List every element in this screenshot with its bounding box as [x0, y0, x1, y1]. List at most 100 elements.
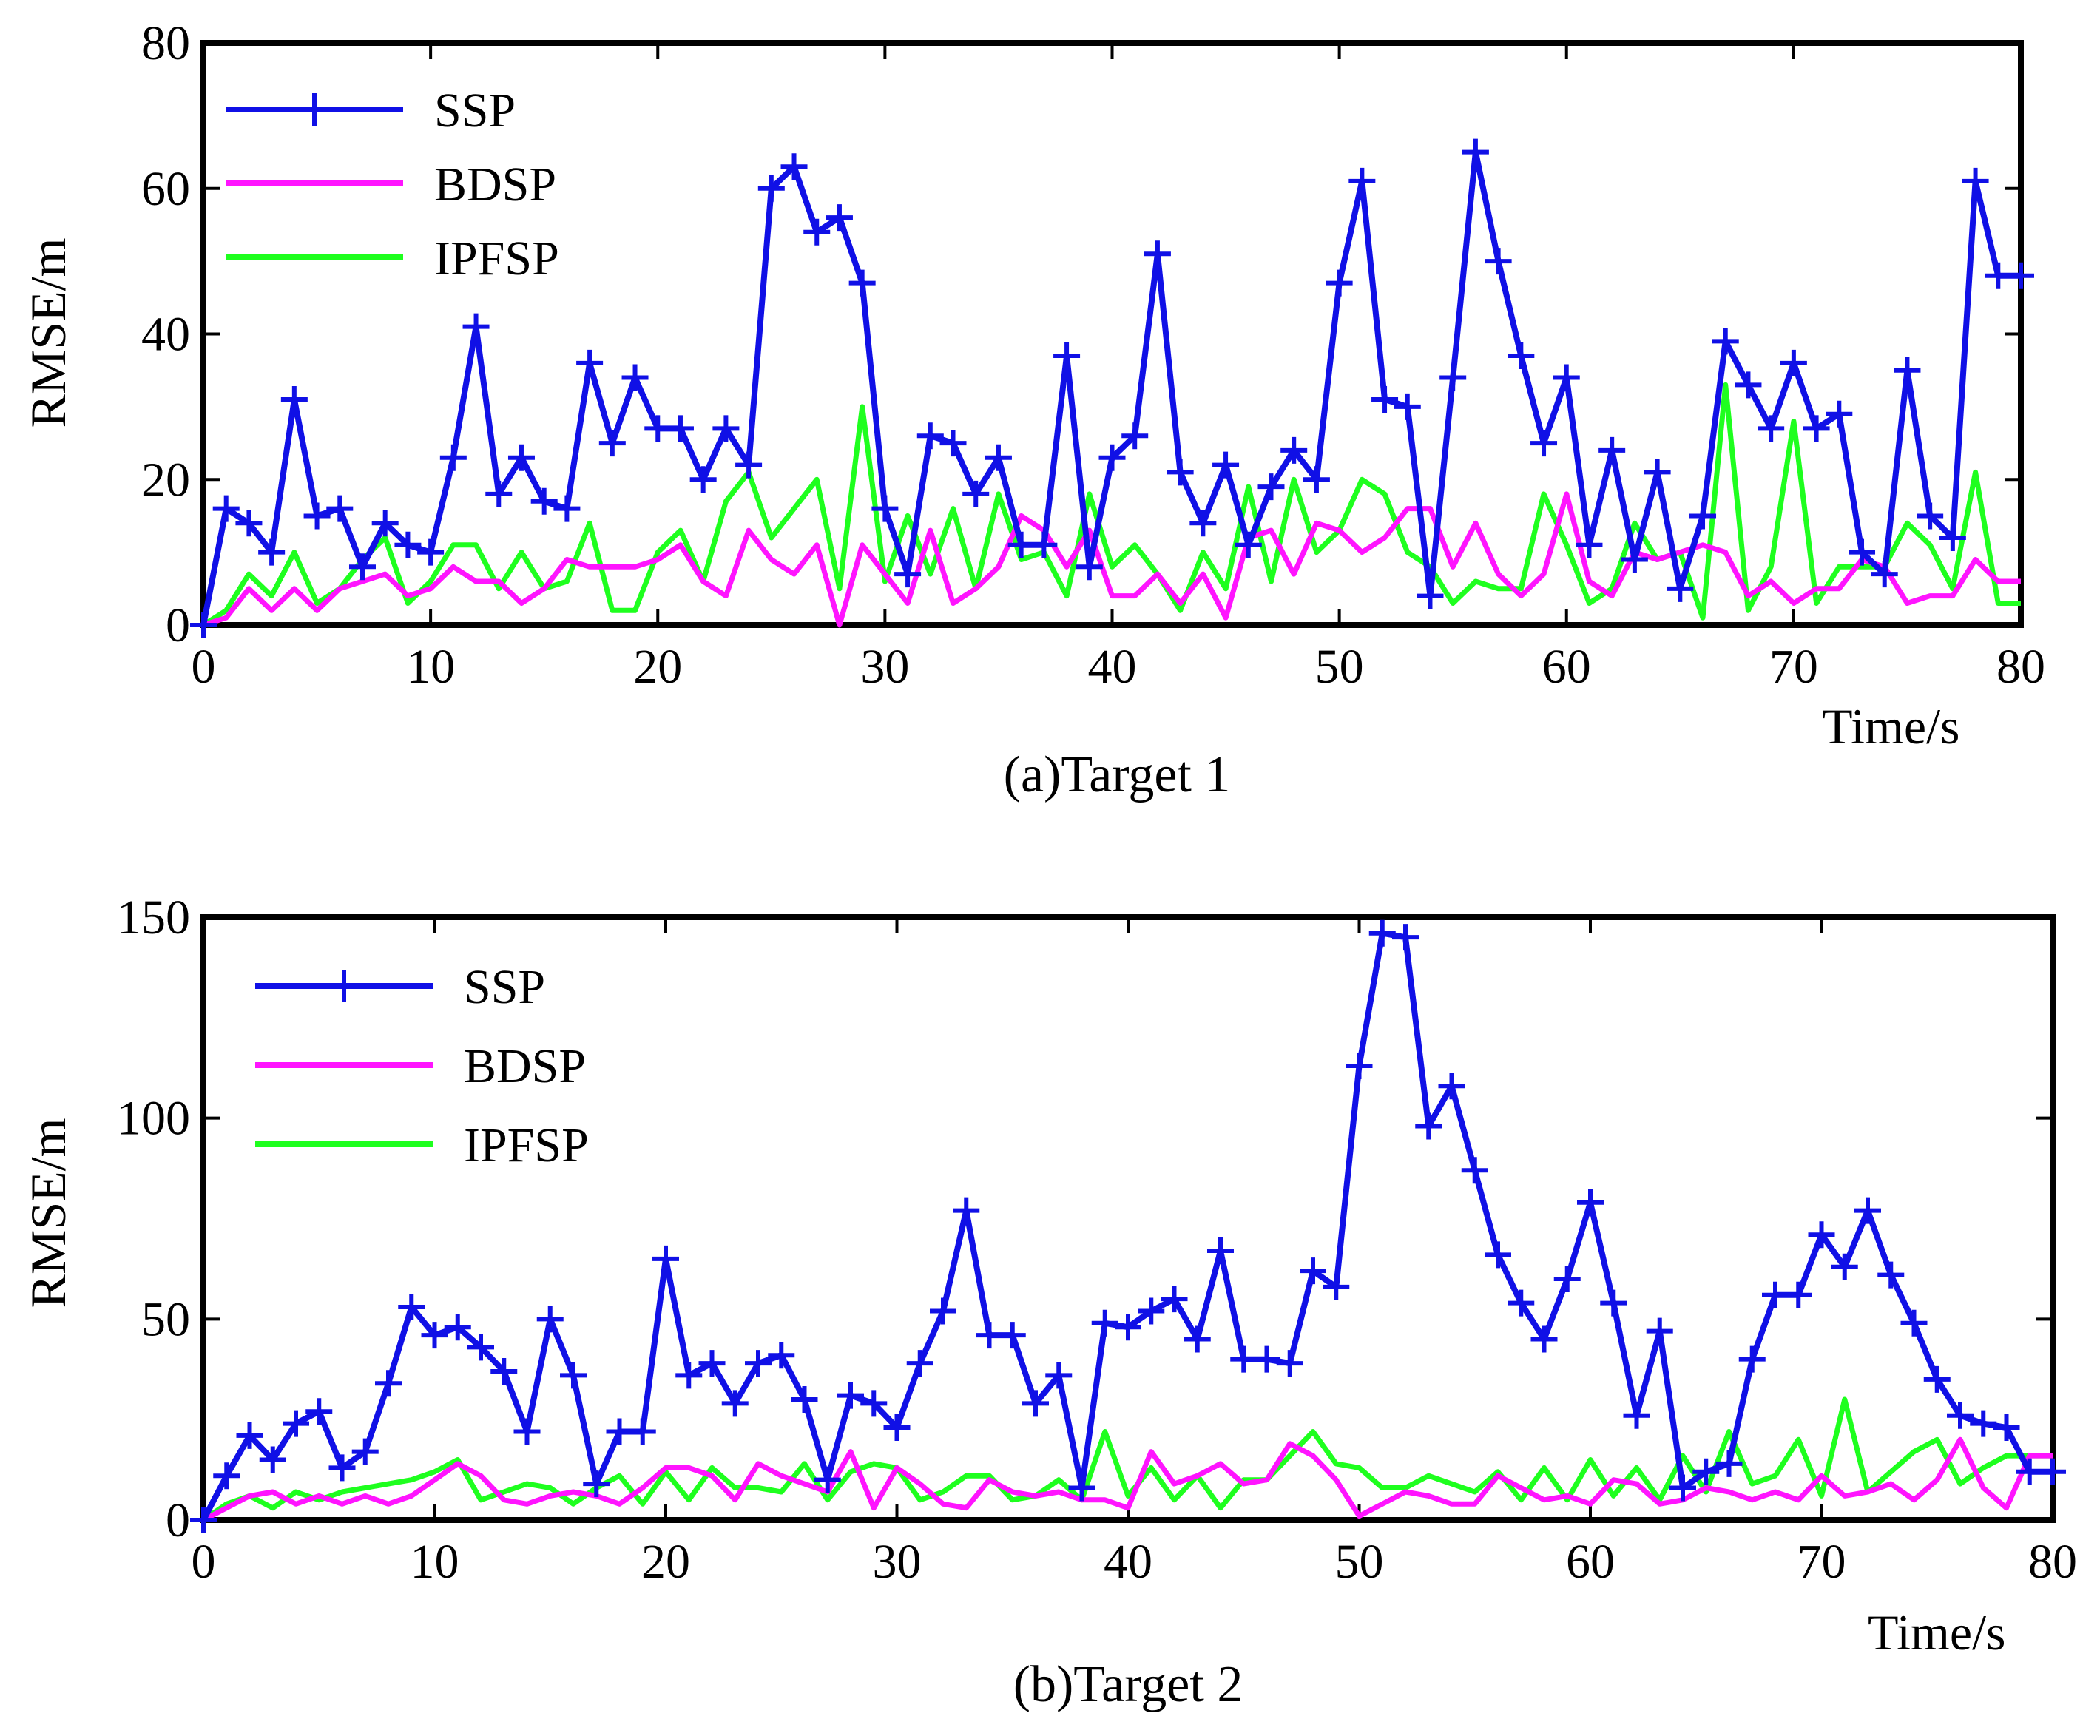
- data-point-ssp: [1803, 415, 1830, 442]
- x-tick-label: 10: [411, 1535, 459, 1589]
- data-point-ssp: [1894, 357, 1921, 384]
- data-point-ssp: [1300, 1257, 1326, 1285]
- data-point-ssp: [1348, 167, 1376, 195]
- data-point-ssp: [1600, 1289, 1627, 1317]
- data-point-ssp: [1098, 444, 1126, 471]
- data-point-ssp: [916, 422, 944, 450]
- data-point-ssp: [698, 1350, 726, 1377]
- data-point-ssp: [1808, 1221, 1835, 1249]
- data-point-ssp: [1007, 531, 1035, 558]
- data-point-ssp: [1993, 1414, 2020, 1442]
- data-point-ssp: [1462, 138, 1489, 166]
- data-point-ssp: [906, 1350, 933, 1377]
- data-point-ssp: [606, 1418, 633, 1445]
- data-point-ssp: [490, 1357, 518, 1385]
- data-point-ssp: [417, 538, 445, 566]
- data-point-ssp: [1368, 919, 1396, 947]
- data-point-ssp: [894, 561, 922, 588]
- data-point-ssp: [576, 349, 604, 376]
- data-point-ssp: [930, 1297, 956, 1325]
- series-line-bdsp: [202, 1436, 2053, 1523]
- data-point-ssp: [444, 1314, 471, 1341]
- data-point-ssp: [985, 444, 1012, 471]
- legend-label-ssp: SSP: [434, 84, 516, 138]
- data-point-ssp: [507, 444, 535, 471]
- data-point-ssp: [1871, 561, 1898, 588]
- series-line-bdsp: [202, 491, 2021, 628]
- data-point-ssp: [826, 204, 853, 232]
- data-point-ssp: [583, 1470, 610, 1498]
- x-tick-label: 30: [860, 640, 909, 694]
- x-tick-label: 40: [1088, 640, 1137, 694]
- data-point-ssp: [1577, 1189, 1604, 1216]
- data-point-ssp: [1947, 1402, 1974, 1429]
- data-point-ssp: [259, 1446, 286, 1473]
- x-tick-label: 70: [1797, 1535, 1846, 1589]
- data-point-ssp: [1667, 575, 1694, 602]
- data-point-ssp: [666, 415, 694, 442]
- y-tick-label: 0: [166, 1493, 190, 1547]
- chart-panel-target-1: 0 10 20 30 40 50 60 70 80 0 20 40 60 80 RMSE/m Time/s…: [20, 16, 2045, 803]
- data-point-ssp: [1826, 400, 1853, 428]
- data-point-ssp: [283, 1410, 309, 1437]
- data-point-ssp: [328, 1454, 356, 1482]
- data-point-ssp: [1553, 364, 1580, 391]
- data-point-ssp: [1121, 422, 1149, 450]
- data-point-ssp: [598, 430, 626, 457]
- data-point-ssp: [768, 1342, 795, 1369]
- data-point-ssp: [1326, 269, 1353, 297]
- data-point-ssp: [305, 1398, 333, 1425]
- data-point-ssp: [2039, 1458, 2066, 1485]
- data-point-ssp: [1253, 1345, 1280, 1373]
- data-point-ssp: [1530, 1325, 1558, 1353]
- legend-marker-ssp: [331, 970, 357, 1002]
- data-point-ssp: [1346, 1053, 1373, 1080]
- data-point-ssp: [1189, 510, 1217, 537]
- legend-label-bdsp: BDSP: [434, 158, 556, 212]
- x-axis-label: Time/s: [1822, 698, 1959, 754]
- data-point-ssp: [712, 415, 740, 442]
- data-point-ssp: [1144, 240, 1171, 268]
- data-point-ssp: [814, 1466, 841, 1493]
- data-point-ssp: [530, 487, 558, 515]
- x-tick-label: 80: [1996, 640, 2045, 694]
- data-point-ssp: [1715, 1450, 1743, 1477]
- data-point-ssp: [721, 1390, 749, 1417]
- data-point-ssp: [1115, 1314, 1141, 1341]
- data-point-ssp: [467, 1334, 494, 1361]
- data-point-ssp: [421, 1322, 448, 1349]
- data-point-ssp: [513, 1418, 541, 1445]
- data-point-ssp: [1831, 1253, 1858, 1280]
- y-tick-label: 40: [141, 308, 190, 362]
- data-point-ssp: [1022, 1390, 1049, 1417]
- data-point-ssp: [1438, 1073, 1465, 1100]
- data-point-ssp: [1439, 364, 1467, 391]
- x-tick-label: 50: [1335, 1535, 1384, 1589]
- data-point-ssp: [303, 502, 331, 530]
- data-point-ssp: [212, 495, 240, 522]
- legend-label-ipfsp: IPFSP: [434, 232, 559, 286]
- data-point-ssp: [1280, 436, 1308, 464]
- y-tick-label: 0: [166, 598, 190, 652]
- data-point-ssp: [1323, 1273, 1350, 1300]
- legend-label-ssp: SSP: [464, 960, 545, 1014]
- data-point-ssp: [560, 1362, 587, 1389]
- data-point-ssp: [553, 495, 581, 522]
- data-point-ssp: [1553, 1266, 1581, 1292]
- y-tick-label: 150: [117, 891, 190, 945]
- data-point-ssp: [871, 495, 899, 522]
- chart-caption: (a)Target 1: [1004, 746, 1231, 803]
- data-point-ssp: [1371, 386, 1399, 413]
- y-tick-label: 60: [141, 162, 190, 216]
- series-line-ssp: [200, 930, 2053, 1521]
- y-tick-label: 100: [117, 1092, 190, 1146]
- data-point-ssp: [485, 480, 513, 507]
- data-point-ssp: [1276, 1350, 1303, 1377]
- data-point-ssp: [2016, 1458, 2043, 1485]
- data-point-ssp: [1230, 1345, 1257, 1373]
- data-point-ssp: [1235, 531, 1262, 558]
- data-point-ssp: [1212, 451, 1240, 479]
- data-point-ssp: [1985, 262, 2012, 289]
- y-tick-label: 80: [141, 16, 190, 70]
- data-point-ssp: [1167, 459, 1194, 486]
